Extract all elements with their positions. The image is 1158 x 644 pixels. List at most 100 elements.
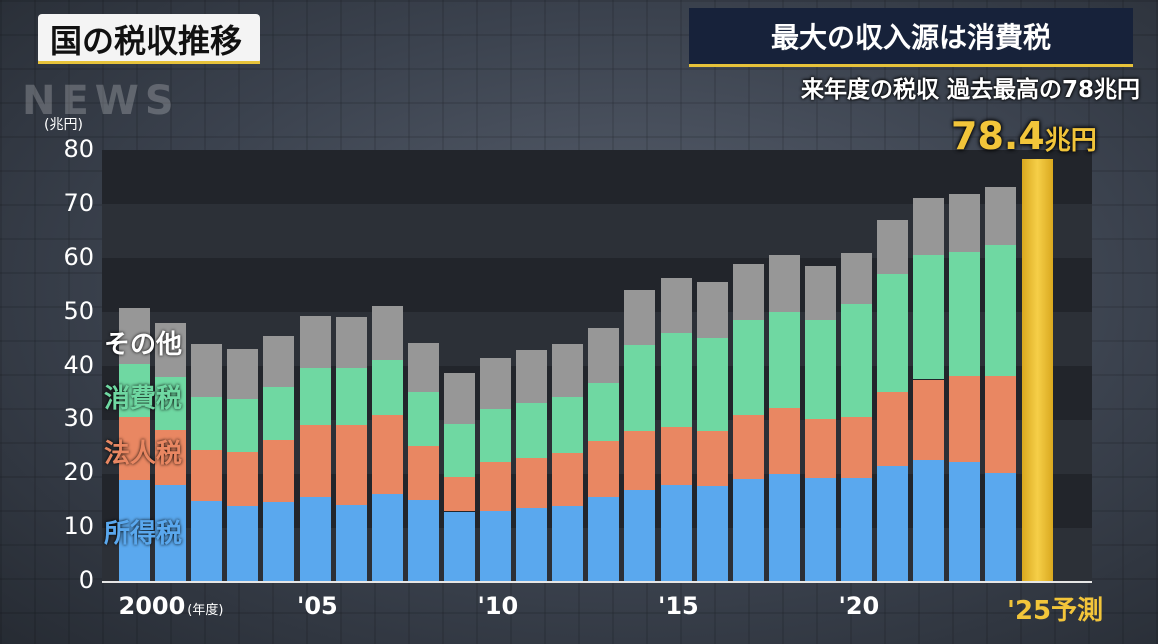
y-tick-label: 0 — [78, 566, 94, 594]
bar-segment-income_tax — [155, 485, 187, 581]
bar-segment-consumption_tax — [155, 376, 187, 430]
bar-segment-income_tax — [588, 497, 620, 581]
bar-segment-consumption_tax — [371, 359, 403, 416]
x-tick-forecast: '25予測 — [1007, 596, 1104, 626]
bar-segment-income_tax — [768, 473, 800, 581]
title-underline — [38, 61, 260, 64]
bar-segment-corporate_tax — [841, 417, 872, 478]
bar-segment-consumption_tax — [985, 245, 1017, 377]
bar-segment-other — [191, 343, 223, 398]
bar-segment-consumption_tax — [913, 255, 945, 380]
bar-segment-other — [696, 281, 728, 338]
bar-segment-other — [732, 264, 764, 321]
x-tick-label: '05 — [297, 592, 338, 620]
x-axis-line — [102, 581, 1092, 583]
legend-label-consumption_tax: 消費税 — [104, 384, 183, 414]
x-tick-label: '20 — [838, 592, 880, 620]
bar-segment-income_tax — [371, 494, 403, 581]
bar-segment-other — [985, 186, 1017, 246]
bar-segment-income_tax — [227, 506, 259, 581]
legend-label-other: その他 — [104, 330, 183, 360]
subheadline: 来年度の税収 過去最高の78兆円 — [800, 77, 1140, 103]
bar-segment-consumption_tax — [335, 368, 367, 425]
y-tick-label: 80 — [63, 135, 94, 163]
bar-segment-corporate_tax — [985, 376, 1017, 474]
bar-segment-consumption_tax — [588, 382, 620, 441]
bar-segment-consumption_tax — [877, 274, 909, 393]
x-tick-label: '10 — [477, 592, 519, 620]
bar-segment-other — [299, 316, 331, 369]
bar-segment-income_tax — [263, 501, 295, 581]
bar-segment-corporate_tax — [443, 477, 475, 512]
y-axis-unit-label: (兆円) — [44, 117, 83, 133]
bar-segment-corporate_tax — [732, 414, 764, 480]
forecast-unit: 兆円 — [1044, 126, 1097, 156]
bar-segment-corporate_tax — [407, 446, 439, 501]
bar-segment-corporate_tax — [191, 450, 223, 502]
y-tick-label: 60 — [63, 242, 94, 271]
bar-segment-corporate_tax — [949, 376, 981, 462]
bar-segment-corporate_tax — [516, 457, 548, 509]
bar-segment-other — [227, 348, 259, 400]
bar-segment-other — [516, 349, 548, 403]
bar-segment-other — [552, 344, 584, 397]
bar-segment-corporate_tax — [552, 452, 584, 506]
forecast-value-label: 78.4兆円 — [951, 114, 1097, 158]
bar-segment-corporate_tax — [660, 426, 692, 486]
legend-label-income_tax: 所得税 — [104, 519, 183, 549]
bar-segment-consumption_tax — [624, 345, 656, 432]
bar-segment-corporate_tax — [371, 415, 403, 495]
bar-segment-other — [949, 193, 981, 252]
bar-segment-other — [841, 252, 872, 305]
bar-segment-income_tax — [841, 477, 872, 581]
y-tick-label: 30 — [63, 404, 94, 433]
bar-segment-income_tax — [443, 511, 475, 581]
bar-segment-other — [588, 327, 620, 383]
bar-segment-corporate_tax — [696, 430, 728, 487]
y-tick-label: 50 — [63, 296, 94, 325]
bar-segment-consumption_tax — [119, 363, 150, 417]
bar-segment-other — [804, 266, 836, 321]
y-tick-label: 20 — [63, 458, 94, 487]
bar-segment-corporate_tax — [588, 440, 620, 498]
bar-segment-other — [371, 306, 403, 360]
bar-segment-consumption_tax — [949, 251, 981, 377]
bar-segment-income_tax — [335, 505, 367, 581]
bar-segment-corporate_tax — [227, 451, 259, 507]
page-title: 国の税収推移 — [38, 14, 260, 64]
bar-segment-consumption_tax — [696, 338, 728, 431]
bar-segment-other — [768, 255, 800, 313]
bar-segment-corporate_tax — [877, 392, 909, 466]
legend-label-corporate_tax: 法人税 — [104, 439, 183, 469]
bar-segment-income_tax — [696, 486, 728, 581]
bar-segment-other — [155, 323, 187, 377]
bar-segment-consumption_tax — [299, 368, 331, 426]
bar-segment-other — [480, 358, 511, 409]
bar-segment-consumption_tax — [227, 399, 259, 452]
bar-segment-corporate_tax — [155, 429, 187, 486]
bar-segment-income_tax — [624, 490, 656, 581]
bar-segment-other — [624, 290, 656, 345]
bar-segment-income_tax — [985, 473, 1017, 581]
forecast-bar — [1022, 158, 1053, 581]
bar-segment-income_tax — [949, 461, 981, 581]
bar-segment-other — [119, 307, 150, 364]
y-tick-label: 70 — [63, 188, 94, 217]
bar-segment-other — [443, 373, 475, 425]
bar-segment-income_tax — [407, 500, 439, 581]
bar-segment-corporate_tax — [913, 379, 945, 460]
bar-segment-corporate_tax — [480, 462, 511, 511]
bar-segment-consumption_tax — [191, 397, 223, 451]
bar-segment-corporate_tax — [335, 424, 367, 506]
bar-segment-income_tax — [299, 496, 331, 581]
bar-segment-income_tax — [660, 485, 692, 581]
headline-banner: 最大の収入源は消費税 — [689, 8, 1133, 67]
bar-segment-consumption_tax — [516, 402, 548, 458]
bar-segment-consumption_tax — [407, 392, 439, 447]
bar-segment-consumption_tax — [443, 424, 475, 478]
bar-segment-corporate_tax — [299, 425, 331, 497]
bar-segment-other — [335, 317, 367, 369]
bar-segment-income_tax — [516, 508, 548, 581]
x-tick-label: '15 — [658, 592, 699, 620]
bar-segment-income_tax — [480, 510, 511, 581]
